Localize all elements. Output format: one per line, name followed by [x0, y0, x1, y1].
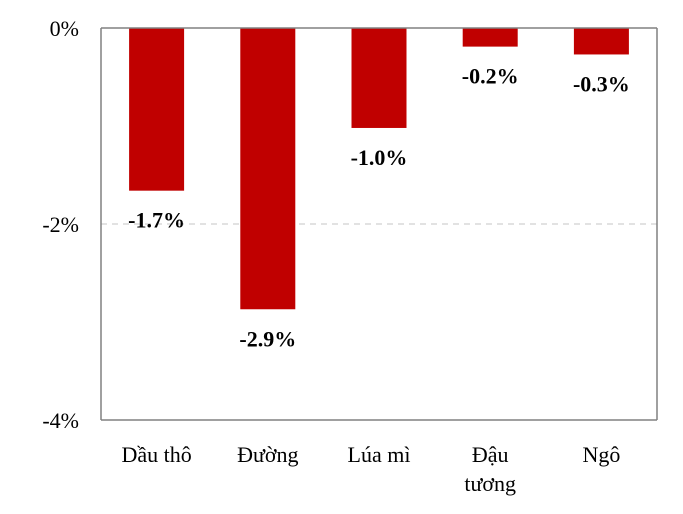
bars	[129, 28, 629, 310]
x-category-label-0: Dầu thô	[121, 442, 191, 467]
axes	[100, 27, 658, 421]
x-category-label-4: Ngô	[582, 442, 620, 467]
bar-1	[240, 28, 296, 310]
data-label-0: -1.7%	[128, 208, 185, 233]
labels: 0% -2% -4% -1.7% -2.9% -1.0% -0.2% -0.3% Dầu thô…	[42, 16, 629, 496]
data-label-2: -1.0%	[351, 145, 408, 170]
y-tick-label-1: -2%	[42, 212, 79, 237]
data-label-4: -0.3%	[573, 71, 630, 96]
data-label-1: -2.9%	[239, 326, 296, 351]
bar-0	[129, 28, 185, 191]
x-category-label-3: Đậu tương	[464, 442, 516, 496]
bar-3	[462, 28, 518, 47]
y-tick-label-2: -4%	[42, 408, 79, 433]
bar-2	[351, 28, 407, 128]
x-category-label-1: Đường	[237, 442, 298, 467]
bar-4	[573, 28, 629, 55]
x-category-label-2: Lúa mì	[348, 442, 411, 467]
data-label-3: -0.2%	[462, 64, 519, 89]
y-tick-label-0: 0%	[50, 16, 79, 41]
